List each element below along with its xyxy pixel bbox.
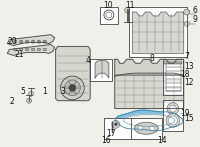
- Circle shape: [29, 91, 34, 96]
- Text: 13: 13: [184, 62, 193, 71]
- Polygon shape: [115, 73, 184, 109]
- Circle shape: [65, 80, 80, 96]
- Text: 17: 17: [106, 129, 116, 138]
- FancyBboxPatch shape: [164, 61, 182, 64]
- Polygon shape: [133, 12, 184, 53]
- FancyBboxPatch shape: [129, 7, 187, 57]
- Ellipse shape: [14, 48, 17, 51]
- Circle shape: [150, 126, 155, 131]
- Text: 5: 5: [21, 87, 26, 96]
- Circle shape: [27, 98, 32, 103]
- Text: 11: 11: [125, 1, 134, 10]
- Ellipse shape: [25, 40, 29, 43]
- Text: 20: 20: [8, 37, 17, 46]
- Polygon shape: [7, 35, 55, 46]
- Text: 15: 15: [184, 114, 193, 123]
- FancyBboxPatch shape: [90, 59, 112, 81]
- Text: 16: 16: [101, 136, 111, 145]
- Polygon shape: [7, 45, 55, 55]
- Polygon shape: [95, 60, 109, 78]
- Ellipse shape: [19, 48, 23, 51]
- FancyBboxPatch shape: [100, 7, 118, 24]
- Circle shape: [169, 105, 176, 112]
- Ellipse shape: [19, 40, 23, 43]
- Text: 18: 18: [180, 70, 189, 79]
- Text: 14: 14: [157, 136, 167, 145]
- Polygon shape: [134, 122, 158, 134]
- Ellipse shape: [14, 40, 17, 43]
- Text: 2: 2: [10, 97, 15, 106]
- Text: 3: 3: [60, 87, 65, 96]
- Ellipse shape: [43, 40, 47, 43]
- Text: 19: 19: [180, 109, 190, 118]
- Text: 7: 7: [184, 52, 189, 61]
- Polygon shape: [124, 115, 175, 126]
- Text: 6: 6: [192, 6, 197, 15]
- Circle shape: [69, 84, 76, 91]
- Circle shape: [125, 7, 131, 13]
- Text: 4: 4: [86, 56, 91, 65]
- Ellipse shape: [37, 48, 41, 51]
- Polygon shape: [115, 59, 184, 75]
- Ellipse shape: [25, 48, 29, 51]
- Text: 1: 1: [42, 87, 47, 96]
- Ellipse shape: [37, 40, 41, 43]
- Text: 8: 8: [150, 54, 155, 63]
- FancyBboxPatch shape: [163, 100, 183, 131]
- Circle shape: [184, 9, 190, 15]
- Circle shape: [112, 120, 120, 128]
- Circle shape: [168, 116, 177, 125]
- FancyBboxPatch shape: [104, 118, 133, 139]
- FancyBboxPatch shape: [163, 59, 183, 95]
- Circle shape: [114, 123, 117, 126]
- FancyBboxPatch shape: [131, 118, 162, 139]
- Circle shape: [166, 113, 180, 127]
- Ellipse shape: [31, 40, 35, 43]
- Text: 9: 9: [192, 15, 197, 24]
- Circle shape: [138, 126, 143, 131]
- Text: 21: 21: [14, 50, 24, 59]
- Text: 12: 12: [184, 78, 193, 87]
- Circle shape: [167, 103, 179, 115]
- Ellipse shape: [43, 48, 47, 51]
- Polygon shape: [116, 110, 183, 131]
- Circle shape: [61, 76, 84, 100]
- Ellipse shape: [31, 48, 35, 51]
- Polygon shape: [56, 46, 90, 101]
- Text: 10: 10: [103, 1, 113, 10]
